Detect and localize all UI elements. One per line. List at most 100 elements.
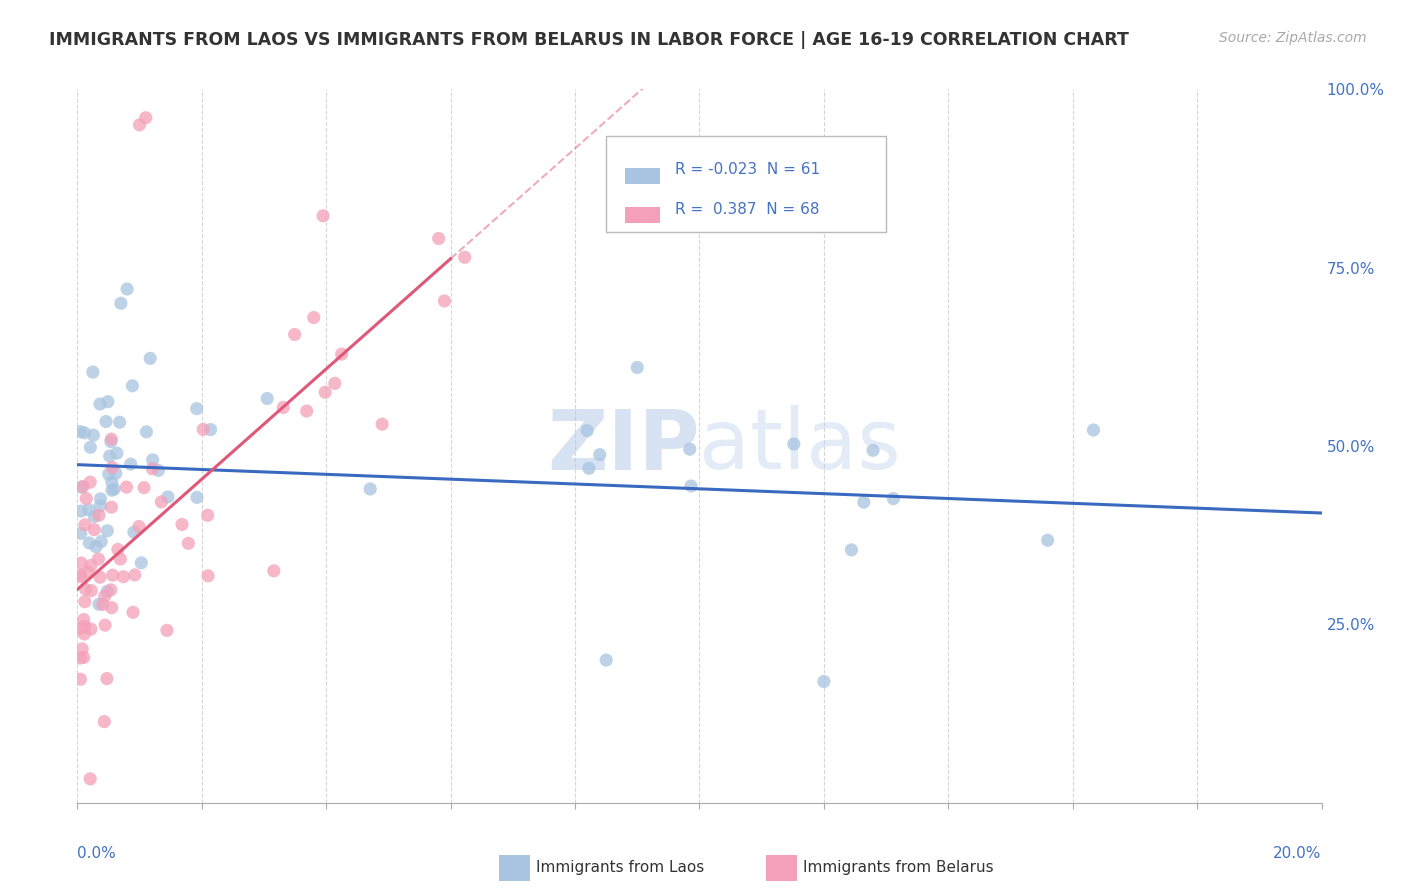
- Point: [73, 619, 96, 633]
- Text: atlas: atlas: [700, 406, 901, 486]
- Point: [100, 432, 122, 446]
- Point: [87, 597, 110, 611]
- Point: [77, 566, 100, 580]
- Point: [100, 434, 122, 449]
- Point: [330, 347, 353, 361]
- Point: [96, 672, 118, 686]
- Point: [128, 519, 150, 533]
- Point: [105, 446, 128, 460]
- Point: [77, 536, 100, 550]
- Point: [79, 440, 101, 454]
- Point: [115, 282, 138, 296]
- Point: [110, 296, 132, 310]
- Point: [100, 582, 122, 597]
- Point: [314, 385, 336, 400]
- Point: [156, 624, 179, 638]
- Bar: [624, 207, 659, 223]
- Point: [295, 404, 318, 418]
- Point: [139, 351, 162, 366]
- Bar: [624, 168, 659, 184]
- Point: [82, 365, 104, 379]
- Text: R = -0.023  N = 61: R = -0.023 N = 61: [675, 162, 820, 178]
- Point: [87, 508, 110, 523]
- Point: [156, 490, 179, 504]
- Text: 0.0%: 0.0%: [77, 846, 117, 861]
- Point: [1083, 423, 1105, 437]
- Point: [121, 379, 143, 393]
- Point: [148, 463, 170, 477]
- Point: [69, 567, 91, 582]
- Point: [98, 449, 121, 463]
- Point: [79, 475, 101, 490]
- Point: [122, 605, 145, 619]
- Point: [256, 392, 278, 406]
- Point: [97, 394, 120, 409]
- Point: [73, 425, 96, 440]
- Point: [100, 500, 122, 515]
- Point: [101, 475, 124, 490]
- Point: [91, 598, 114, 612]
- Point: [80, 583, 103, 598]
- Point: [104, 467, 127, 481]
- Point: [359, 482, 381, 496]
- Point: [263, 564, 285, 578]
- Point: [96, 584, 118, 599]
- Point: [101, 568, 124, 582]
- Point: [73, 517, 96, 532]
- Point: [89, 570, 111, 584]
- Point: [841, 542, 863, 557]
- Point: [75, 491, 97, 506]
- Point: [84, 540, 107, 554]
- Point: [142, 452, 165, 467]
- Point: [141, 462, 163, 476]
- Point: [186, 491, 208, 505]
- Point: [89, 499, 111, 513]
- Point: [89, 491, 111, 506]
- Point: [101, 483, 124, 498]
- Point: [813, 674, 835, 689]
- Point: [271, 401, 294, 415]
- Point: [103, 482, 125, 496]
- Text: Source: ZipAtlas.com: Source: ZipAtlas.com: [1219, 31, 1367, 45]
- Point: [110, 552, 132, 566]
- Point: [108, 415, 131, 429]
- Text: 20.0%: 20.0%: [1274, 846, 1322, 861]
- Point: [101, 460, 124, 475]
- Point: [70, 504, 93, 518]
- Point: [186, 401, 208, 416]
- Point: [87, 552, 110, 566]
- Point: [96, 524, 118, 538]
- Point: [115, 480, 138, 494]
- Point: [97, 467, 120, 482]
- Point: [122, 525, 145, 540]
- Point: [197, 508, 219, 523]
- Point: [69, 425, 91, 439]
- Point: [93, 714, 115, 729]
- Point: [576, 424, 599, 438]
- Point: [112, 570, 135, 584]
- Point: [783, 437, 806, 451]
- Point: [128, 118, 150, 132]
- Point: [83, 523, 105, 537]
- Point: [80, 622, 103, 636]
- FancyBboxPatch shape: [606, 136, 886, 232]
- Point: [73, 627, 96, 641]
- Point: [90, 534, 112, 549]
- Text: ZIP: ZIP: [547, 406, 700, 486]
- Point: [371, 417, 394, 432]
- Point: [681, 479, 703, 493]
- Text: IMMIGRANTS FROM LAOS VS IMMIGRANTS FROM BELARUS IN LABOR FORCE | AGE 16-19 CORRE: IMMIGRANTS FROM LAOS VS IMMIGRANTS FROM …: [49, 31, 1129, 49]
- Point: [70, 556, 93, 570]
- Point: [170, 517, 193, 532]
- Point: [150, 495, 173, 509]
- Point: [323, 376, 346, 391]
- Point: [100, 600, 122, 615]
- Point: [70, 480, 93, 494]
- Point: [82, 428, 104, 442]
- Point: [69, 621, 91, 635]
- Point: [73, 595, 96, 609]
- Text: Immigrants from Belarus: Immigrants from Belarus: [803, 861, 994, 875]
- Point: [73, 613, 96, 627]
- Point: [191, 422, 214, 436]
- Point: [595, 653, 617, 667]
